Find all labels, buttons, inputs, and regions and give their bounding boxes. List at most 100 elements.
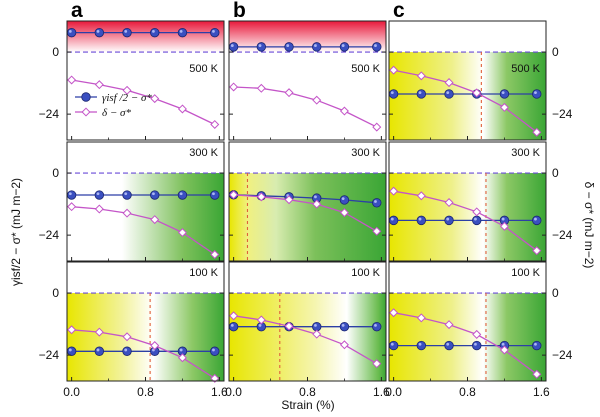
panel-c-1-gamma-point-highlight [418,91,422,95]
panel-b-2-upper-background [229,142,386,174]
panel-b-3-gamma-point [372,321,382,332]
panel-b-3-gamma-point [228,321,239,332]
panel-b-3-gamma-point-highlight [374,323,377,327]
panel-a-1-gamma-point [150,27,160,38]
panel-b-1-gamma-point-highlight [286,44,290,47]
panel-c-1-delta-point [389,65,399,75]
panel-c-2-delta-point [389,186,399,196]
panel-b-2-delta-line [233,194,378,232]
panel-b-2-delta-point [372,226,382,236]
panel-a-1-gamma-point-highlight [68,29,72,33]
panel-c-3-delta-point [532,369,542,379]
panel-a-1-gamma-point [177,27,188,38]
panel-a-3-delta-point [177,353,187,363]
panel-a-3-gamma-point-highlight [179,348,183,352]
panel-c-1-gamma-point [532,89,542,99]
panel-a-2-delta-point [177,228,187,238]
panel-b-1-delta-point [312,95,322,105]
panel-a-2-delta-point [150,215,160,225]
panel-a-3-delta-point [94,327,104,337]
panel-a-1-delta-line [71,79,216,126]
panel-c-3-delta-point [472,329,482,339]
panel-b-3-gamma-point-highlight [341,323,345,327]
y-tick-label-left: 0 [52,166,59,180]
panel-b-2-gamma-point [372,198,382,208]
panel-b-3-delta-point [372,359,382,369]
panel-c-1-gamma-point-highlight [534,91,537,95]
legend-delta-marker [81,107,91,117]
panel-letter-b: b [233,0,246,22]
panel-b-3-delta-point [256,315,266,325]
y-tick-label-right: 0 [552,166,559,180]
panel-a-2-gamma-point-highlight [179,192,183,196]
panel-c-3-gamma-point-highlight [534,342,537,346]
panel-c-2-gamma-point-highlight [534,217,537,221]
x-tick-label: 1.6 [211,385,228,399]
panel-a-3: 100 K [66,261,225,383]
panel-c-2-delta-point [444,198,454,208]
panel-c-3-gamma-point-highlight [446,342,450,346]
panel-a-3-delta-point [210,373,220,383]
panel-a-3-delta-point [122,332,132,342]
panel-b-1-gamma-point [228,42,239,52]
panel-c-1-upper-background [389,21,546,53]
panel-a-1-gamma-point-highlight [212,29,215,33]
panel-b-3-delta-point [229,311,239,321]
panel-b-3-gamma-point-highlight [230,323,234,327]
panel-a-2: 300 K [66,141,225,262]
panel-c-3-delta-point [416,313,426,323]
panel-b-1-gamma-point [372,42,382,52]
labels-layer: γisf/2 − σ* (mJ m−2) δ − σ* (mJ m−2) Str… [9,178,596,412]
panel-c-2-gamma-point [388,215,399,226]
x-tick-label: 0.0 [63,385,80,399]
x-tick-label: 0.8 [137,385,154,399]
panel-a-3-gamma-point [66,346,77,356]
panel-a-2-gamma-point [177,190,188,200]
panel-a-3-gamma-point [122,346,132,356]
panel-a-2-delta-point [122,208,132,218]
panel-a-3-gamma-point [94,346,105,356]
panel-a-1-gamma-point-highlight [152,29,155,33]
panel-c-1-delta-line [393,69,538,133]
panel-a-3-gamma-point-highlight [124,348,128,352]
legend-gamma-marker [81,92,91,102]
panel-a-2-gamma-point-highlight [124,192,128,196]
panel-b-1-gamma-point [284,42,294,52]
panel-a-3-gamma-point [210,346,220,356]
panel-b-2-gamma-point-highlight [374,200,377,203]
panel-c-1-temperature-label: 500 K [511,63,540,75]
panel-b-2-gamma-point-highlight [314,195,317,199]
x-axis-label: Strain (%) [281,398,334,412]
panel-c-3-gamma-point [388,340,399,351]
panel-c-1-gamma-point [388,89,399,99]
panel-a-1-gamma-point-highlight [124,29,128,33]
panel-a-3-background [67,293,224,381]
panel-b-1-delta-point [372,122,382,132]
panel-a-1-gamma-point-highlight [179,29,183,33]
panel-b-3-gamma-point-highlight [258,323,262,327]
panel-c-3-gamma-point [416,340,427,351]
panel-c-3-gamma-point-highlight [418,342,422,346]
panel-a-2-gamma-point-highlight [96,192,100,196]
panel-c-2-gamma-point [532,215,542,226]
panel-a-2-gamma-point-highlight [68,192,72,196]
x-tick-label: 0.0 [385,385,402,399]
panel-c-3-delta-line [393,312,538,375]
panel-a-1-gamma-point [210,27,220,38]
y-axis-label-left: γisf/2 − σ* (mJ m−2) [9,178,23,286]
panel-b-3-temperature-label: 100 K [351,267,380,279]
panel-c-2-delta-point [499,221,509,231]
panel-a-3-delta-point [67,325,77,335]
panel-c-1-gamma-point [444,89,454,99]
panel-b-1-delta-line [233,86,378,128]
x-tick-label: 0.0 [225,385,242,399]
panel-a-1-gamma-point [122,27,132,38]
panel-b-1-gamma-point [339,42,350,52]
panel-c-2-gamma-point-highlight [501,217,505,221]
panel-c-2-gamma-point [444,215,454,226]
y-tick-label-left: −24 [39,107,60,121]
panel-b-1-gamma-point-highlight [230,44,234,47]
panel-a-3-temperature-label: 100 K [189,267,218,279]
y-tick-label-left: −24 [39,228,60,242]
